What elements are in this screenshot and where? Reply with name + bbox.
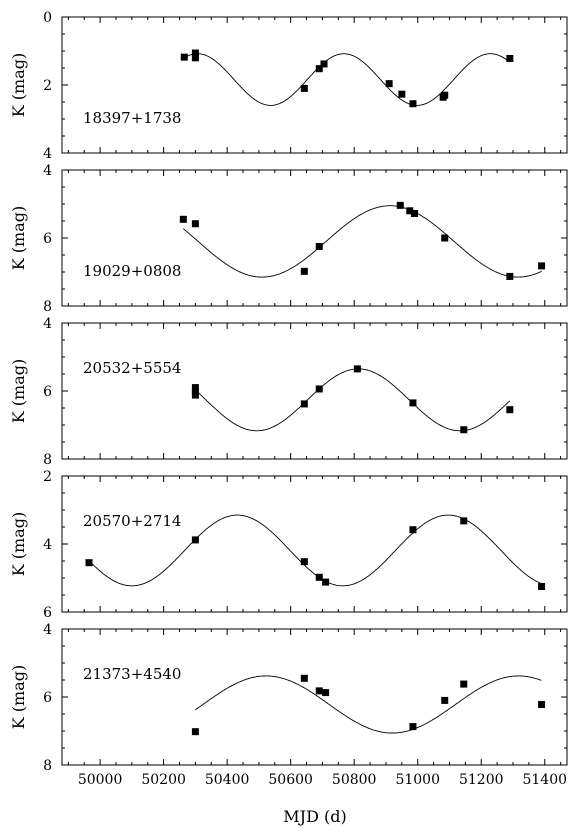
x-tick-label: 50400 — [205, 772, 250, 788]
data-point — [191, 220, 199, 228]
data-point — [300, 267, 308, 275]
data-point — [409, 526, 417, 534]
data-point — [409, 399, 417, 407]
plot-frame — [61, 475, 568, 613]
star-label: 20570+2714 — [83, 512, 181, 530]
data-point — [353, 365, 361, 373]
data-point — [409, 100, 417, 108]
panel-20532+5554: 4 6 8 K (mag) 20532+5554 — [9, 316, 568, 468]
y-tick-label: 2 — [43, 78, 52, 94]
data-point — [441, 696, 449, 704]
data-point — [409, 723, 417, 731]
data-point — [315, 573, 323, 581]
x-tick-label: 50800 — [332, 772, 377, 788]
y-tick-label: 8 — [43, 758, 52, 774]
data-point — [85, 559, 93, 567]
data-point — [191, 54, 199, 62]
x-tick-label: 51400 — [522, 772, 567, 788]
data-point — [460, 680, 468, 688]
data-point — [322, 689, 330, 697]
y-axis-label: K (mag) — [9, 206, 28, 270]
data-point — [385, 80, 393, 88]
y-tick-label: 4 — [43, 622, 52, 638]
data-point — [300, 674, 308, 682]
data-point — [315, 687, 323, 695]
fit-curve — [195, 675, 542, 734]
y-tick-label: 2 — [43, 469, 52, 485]
data-point — [191, 49, 199, 57]
fit-curve — [183, 205, 542, 278]
data-point — [506, 54, 514, 62]
x-tick-label: 51000 — [395, 772, 440, 788]
panel-19029+0808: 4 6 8 K (mag) 19029+0808 — [9, 163, 568, 315]
y-axis-label: K (mag) — [9, 512, 28, 576]
data-point — [315, 243, 323, 250]
y-tick-label: 8 — [43, 299, 52, 315]
star-label: 18397+1738 — [83, 109, 181, 127]
fit-curve — [184, 53, 510, 106]
star-label: 20532+5554 — [83, 359, 181, 377]
data-point — [322, 578, 330, 586]
data-point — [191, 728, 199, 736]
y-tick-label: 4 — [43, 316, 52, 332]
data-point — [396, 201, 404, 209]
plot-frame — [61, 169, 568, 307]
data-point — [538, 583, 546, 590]
x-tick-label: 51200 — [459, 772, 504, 788]
data-point — [538, 700, 546, 708]
y-tick-label: 6 — [43, 605, 52, 621]
star-label: 19029+0808 — [83, 262, 181, 280]
data-point — [191, 536, 199, 544]
data-point — [180, 53, 188, 61]
data-point — [191, 391, 199, 399]
data-point — [441, 91, 449, 99]
y-tick-label: 4 — [43, 537, 52, 553]
data-point — [300, 558, 308, 566]
data-point — [320, 60, 328, 68]
data-point — [506, 272, 514, 280]
data-point — [315, 385, 323, 393]
y-tick-label: 6 — [43, 231, 52, 247]
data-point — [191, 384, 199, 392]
data-point — [179, 215, 187, 223]
y-tick-label: 0 — [43, 10, 52, 26]
data-point — [441, 234, 449, 242]
x-tick-label: 50000 — [78, 772, 123, 788]
fit-curve — [195, 368, 511, 432]
panel-21373+4540: 4 6 8 K (mag) 21373+4540 50000 50200 50400 50600… — [9, 622, 568, 788]
y-tick-label: 6 — [43, 384, 52, 400]
data-point — [300, 84, 308, 92]
plot-frame — [61, 322, 568, 460]
y-axis-label: K (mag) — [9, 359, 28, 423]
data-point — [315, 65, 323, 73]
star-label: 21373+4540 — [83, 665, 181, 683]
data-point — [460, 517, 468, 525]
data-point — [506, 406, 514, 414]
y-tick-label: 4 — [43, 163, 52, 179]
y-tick-label: 8 — [43, 452, 52, 468]
y-axis-label: K (mag) — [9, 53, 28, 117]
data-point — [300, 400, 308, 408]
x-axis-label: MJD (d) — [283, 807, 346, 826]
x-tick-label: 50600 — [268, 772, 313, 788]
plot-frame — [61, 628, 568, 766]
x-tick-label: 50200 — [141, 772, 186, 788]
data-point — [398, 90, 406, 98]
data-point — [538, 262, 546, 270]
data-point — [411, 210, 419, 218]
data-point — [406, 207, 414, 215]
plot-frame — [61, 16, 568, 154]
panel-18397+1738: 0 2 4 K (mag) 18397+1738 — [9, 10, 568, 162]
data-point — [460, 426, 468, 434]
y-axis-label: K (mag) — [9, 665, 28, 729]
y-tick-label: 4 — [43, 146, 52, 162]
y-tick-label: 6 — [43, 690, 52, 706]
panel-20570+2714: 2 4 6 K (mag) 20570+2714 — [9, 469, 568, 621]
